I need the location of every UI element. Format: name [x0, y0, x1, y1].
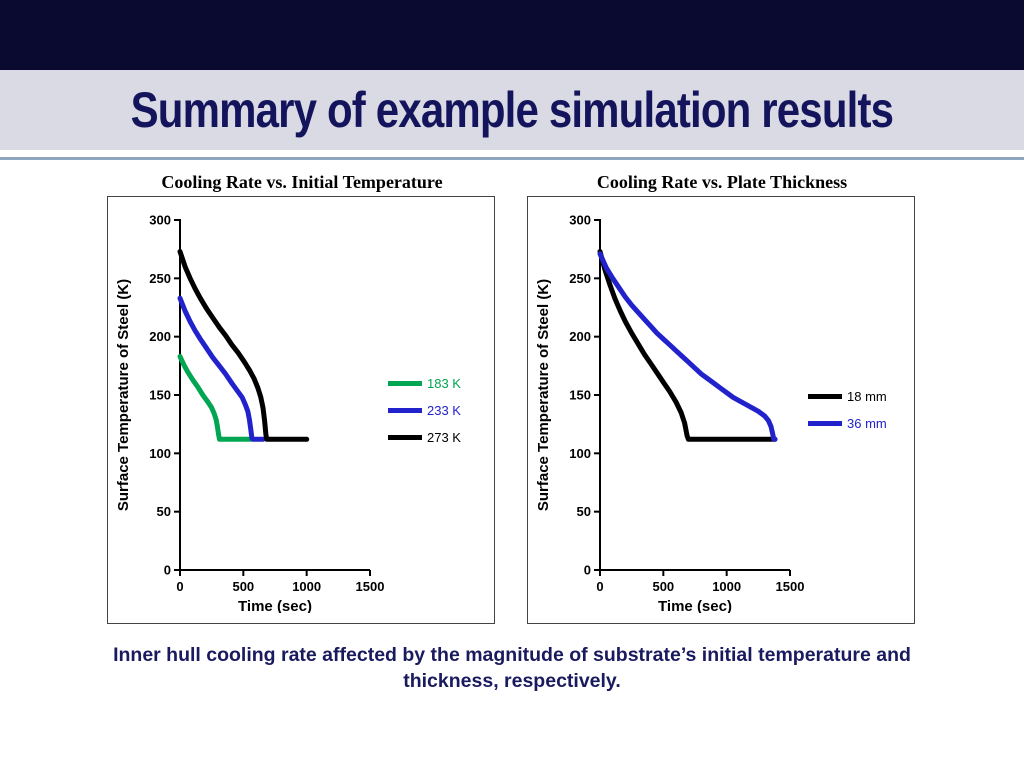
y-tick-label: 150: [149, 387, 171, 402]
x-tick-label: 1000: [712, 579, 741, 594]
legend-label: 183 K: [427, 375, 461, 391]
legend-item: 183 K: [388, 376, 461, 391]
panel-title-initial-temperature: Cooling Rate vs. Initial Temperature: [161, 172, 443, 192]
y-tick-label: 50: [157, 504, 171, 519]
x-tick-label: 0: [596, 579, 603, 594]
panel-box-initial-temperature: 0 50 100 150 200 250 300 0 500 1000 1500 Time (sec)…: [107, 196, 495, 624]
x-tick-label: 500: [652, 579, 674, 594]
x-tick-label: 1500: [776, 579, 804, 594]
legend-plate-thickness: 18 mm 36 mm: [808, 389, 887, 431]
y-tick-label: 50: [577, 504, 591, 519]
series-line-183-K: [177, 353, 254, 442]
legend-item: 18 mm: [808, 389, 887, 404]
top-bar: [0, 0, 1024, 70]
legend-label: 18 mm: [847, 389, 887, 404]
x-tick-label: 1000: [292, 579, 321, 594]
x-tick-label: 1500: [356, 579, 384, 594]
plot-plate-thickness: 0 50 100 150 200 250 300 0 500 1000 1500 Time (sec)…: [535, 212, 804, 613]
legend-item: 273 K: [388, 430, 461, 445]
x-axis-label: Time (sec): [658, 598, 732, 613]
y-tick-label: 0: [164, 562, 171, 577]
series-line-273-K: [177, 248, 310, 442]
y-tick-label: 100: [569, 445, 591, 460]
y-tick-label: 300: [569, 212, 591, 227]
chart-panel-plate-thickness: Cooling Rate vs. Plate Thickness 0 50 100 1…: [527, 172, 917, 624]
y-tick-label: 0: [584, 562, 591, 577]
legend-swatch: [808, 421, 842, 426]
legend-item: 233 K: [388, 403, 461, 418]
y-tick-label: 100: [149, 445, 171, 460]
series-line-18-mm: [597, 248, 778, 442]
x-tick-label: 500: [232, 579, 254, 594]
y-tick-label: 300: [149, 212, 171, 227]
y-tick-label: 200: [149, 329, 171, 344]
y-tick-label: 250: [149, 270, 171, 285]
x-axis-label: Time (sec): [238, 598, 312, 613]
series-line-36-mm: [597, 250, 778, 442]
panel-title-plate-thickness: Cooling Rate vs. Plate Thickness: [596, 172, 848, 192]
plot-initial-temperature: 0 50 100 150 200 250 300 0 500 1000 1500 Time (sec)…: [115, 212, 384, 613]
legend-swatch: [388, 434, 422, 440]
legend-initial-temperature: 183 K 233 K 273 K: [388, 376, 461, 445]
legend-label: 233 K: [427, 402, 461, 418]
title-band: Summary of example simulation results: [0, 70, 1024, 150]
y-tick-label: 200: [569, 329, 591, 344]
y-tick-label: 150: [569, 387, 591, 402]
legend-item: 36 mm: [808, 416, 887, 431]
chart-panel-initial-temperature: Cooling Rate vs. Initial Temperature 0 50…: [107, 172, 497, 624]
legend-label: 36 mm: [847, 416, 887, 431]
x-tick-label: 0: [176, 579, 183, 594]
slide-title: Summary of example simulation results: [130, 82, 894, 138]
series-line-233-K: [177, 295, 266, 442]
slide: Summary of example simulation results Co…: [0, 0, 1024, 693]
panel-box-plate-thickness: 0 50 100 150 200 250 300 0 500 1000 1500 Time (sec)…: [527, 196, 915, 624]
charts-row: Cooling Rate vs. Initial Temperature 0 50…: [0, 172, 1024, 624]
y-axis-label: Surface Temperature of Steel (K): [535, 278, 552, 510]
legend-swatch: [808, 394, 842, 399]
legend-label: 273 K: [427, 429, 461, 445]
y-axis-label: Surface Temperature of Steel (K): [115, 278, 132, 510]
divider-line: [0, 157, 1024, 160]
legend-swatch: [388, 380, 422, 386]
legend-swatch: [388, 407, 422, 413]
caption: Inner hull cooling rate affected by the …: [113, 644, 911, 693]
y-tick-label: 250: [569, 270, 591, 285]
